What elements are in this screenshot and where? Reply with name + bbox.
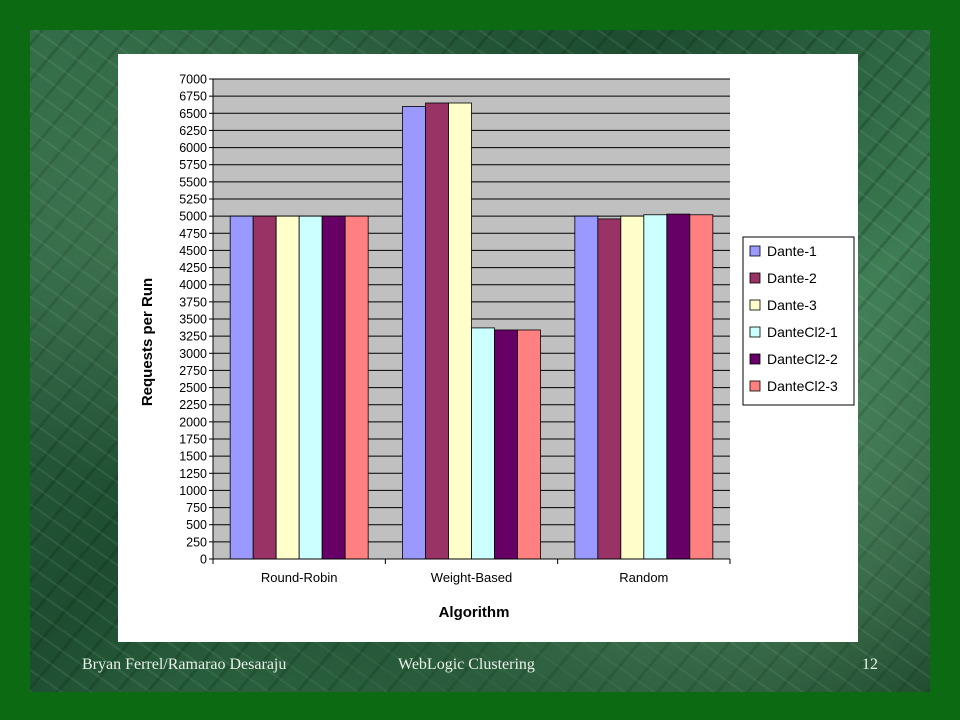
y-tick-label: 6500 bbox=[179, 107, 207, 121]
y-tick-label: 3250 bbox=[179, 330, 207, 344]
x-axis-title: Algorithm bbox=[439, 604, 510, 621]
legend-swatch bbox=[749, 353, 761, 365]
bar-dante-3-round-robin bbox=[275, 215, 300, 560]
y-tick-label: 2250 bbox=[179, 398, 207, 412]
bar-dante-2-weight-based bbox=[425, 102, 449, 560]
y-tick-label: 5250 bbox=[179, 193, 207, 207]
y-tick-label: 250 bbox=[186, 535, 207, 549]
bar-dante-1-random bbox=[574, 215, 599, 560]
y-tick-label: 5500 bbox=[179, 175, 207, 189]
legend-label: Dante-3 bbox=[767, 297, 817, 313]
x-tick-label: Weight-Based bbox=[431, 570, 512, 585]
bar-dante-1-round-robin bbox=[229, 215, 254, 560]
y-tick-label: 6000 bbox=[179, 141, 207, 155]
y-tick-label: 4250 bbox=[179, 261, 207, 275]
bar-dantecl2-2-weight-based bbox=[494, 329, 518, 560]
y-tick-label: 3000 bbox=[179, 347, 207, 361]
bar-dantecl2-1-weight-based bbox=[471, 327, 495, 560]
y-tick-label: 3750 bbox=[179, 295, 207, 309]
legend-box bbox=[742, 236, 855, 406]
y-tick-label: 1500 bbox=[179, 450, 207, 464]
legend-label: DanteCl2-2 bbox=[767, 351, 838, 367]
y-tick-label: 4750 bbox=[179, 227, 207, 241]
bar-dante-1-weight-based bbox=[402, 106, 426, 560]
y-tick-label: 750 bbox=[186, 501, 207, 515]
x-tick-label: Random bbox=[619, 570, 668, 585]
bar-dantecl2-2-round-robin bbox=[321, 215, 346, 560]
bar-dantecl2-3-random bbox=[689, 214, 714, 560]
legend: Dante-1 Dante-2 Dante-3 DanteCl2-1 DanteCl2-… bbox=[742, 236, 855, 406]
footer-author: Bryan Ferrel/Ramarao Desaraju bbox=[82, 656, 287, 673]
legend-label: DanteCl2-3 bbox=[767, 378, 838, 394]
bar-dante-3-random bbox=[620, 215, 645, 560]
y-tick-label: 5000 bbox=[179, 210, 207, 224]
legend-label: Dante-2 bbox=[767, 270, 817, 286]
y-tick-label: 1000 bbox=[179, 484, 207, 498]
legend-swatch bbox=[749, 299, 761, 311]
bar-dantecl2-3-round-robin bbox=[344, 215, 369, 560]
legend-swatch bbox=[749, 272, 761, 284]
footer-title: WebLogic Clustering bbox=[398, 656, 535, 673]
legend-swatch bbox=[749, 245, 761, 257]
chart-panel: 0 250 500 750 1000 1250 1500 1750 2000 2250 2500 27… bbox=[118, 54, 858, 642]
legend-label: DanteCl2-1 bbox=[767, 324, 838, 340]
y-tick-label: 3500 bbox=[179, 313, 207, 327]
y-tick-label: 4000 bbox=[179, 278, 207, 292]
y-axis-title: Requests per Run bbox=[139, 278, 156, 406]
y-tick-label: 0 bbox=[200, 553, 207, 567]
y-tick-label: 2500 bbox=[179, 381, 207, 395]
legend-label: Dante-1 bbox=[767, 243, 817, 259]
bar-dante-2-random bbox=[597, 218, 622, 560]
legend-swatch bbox=[749, 326, 761, 338]
bar-dantecl2-1-round-robin bbox=[298, 215, 323, 560]
y-tick-label: 2750 bbox=[179, 364, 207, 378]
y-tick-label: 7000 bbox=[179, 73, 207, 87]
y-tick-label: 6750 bbox=[179, 90, 207, 104]
slide-number: 12 bbox=[862, 656, 878, 673]
y-tick-label: 6250 bbox=[179, 124, 207, 138]
y-tick-label: 500 bbox=[186, 518, 207, 532]
legend-swatch bbox=[749, 380, 761, 392]
y-tick-label: 2000 bbox=[179, 415, 207, 429]
x-tick-label: Round-Robin bbox=[261, 570, 338, 585]
bar-dantecl2-1-random bbox=[643, 214, 668, 560]
y-tick-label: 1750 bbox=[179, 433, 207, 447]
y-tick-label: 5750 bbox=[179, 158, 207, 172]
bar-dantecl2-2-random bbox=[666, 213, 691, 560]
bar-dante-3-weight-based bbox=[448, 102, 472, 560]
y-tick-label: 4500 bbox=[179, 244, 207, 258]
bar-dante-2-round-robin bbox=[252, 215, 277, 560]
bar-dantecl2-3-weight-based bbox=[517, 329, 541, 560]
y-tick-label: 1250 bbox=[179, 467, 207, 481]
bar-chart: 0 250 500 750 1000 1250 1500 1750 2000 2250 2500 27… bbox=[139, 73, 855, 621]
